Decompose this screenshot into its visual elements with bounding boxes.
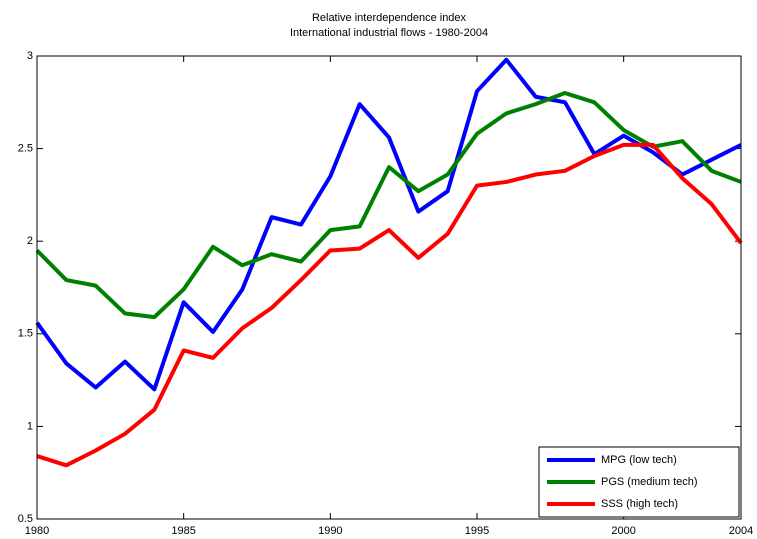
x-tick-label: 1985 — [171, 525, 195, 537]
x-tick-label: 2000 — [611, 525, 635, 537]
legend-label: PGS (medium tech) — [601, 476, 698, 488]
x-tick-label: 2004 — [729, 525, 753, 537]
x-tick-label: 1995 — [465, 525, 489, 537]
y-tick-label: 1.5 — [18, 328, 33, 340]
x-tick-label: 1980 — [25, 525, 49, 537]
chart-title: Relative interdependence index — [312, 12, 467, 24]
series-line — [36, 142, 743, 468]
y-tick-label: 2 — [27, 235, 33, 247]
chart-subtitle: International industrial flows - 1980-20… — [290, 27, 488, 39]
plot-frame — [36, 55, 742, 520]
y-tick-label: 3 — [27, 50, 33, 62]
y-tick-label: 1 — [27, 420, 33, 432]
series-line — [35, 57, 742, 392]
legend-label: SSS (high tech) — [601, 498, 678, 510]
series-line — [35, 91, 742, 320]
y-tick-label: 0.5 — [18, 513, 33, 525]
legend-label: MPG (low tech) — [601, 454, 677, 466]
y-tick-label: 2.5 — [18, 143, 33, 155]
x-tick-label: 1990 — [318, 525, 342, 537]
plot-area — [37, 56, 741, 519]
